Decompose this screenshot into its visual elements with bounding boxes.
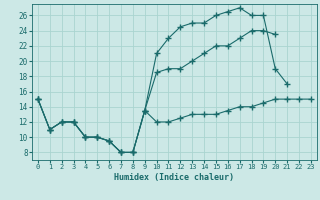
- X-axis label: Humidex (Indice chaleur): Humidex (Indice chaleur): [115, 173, 234, 182]
